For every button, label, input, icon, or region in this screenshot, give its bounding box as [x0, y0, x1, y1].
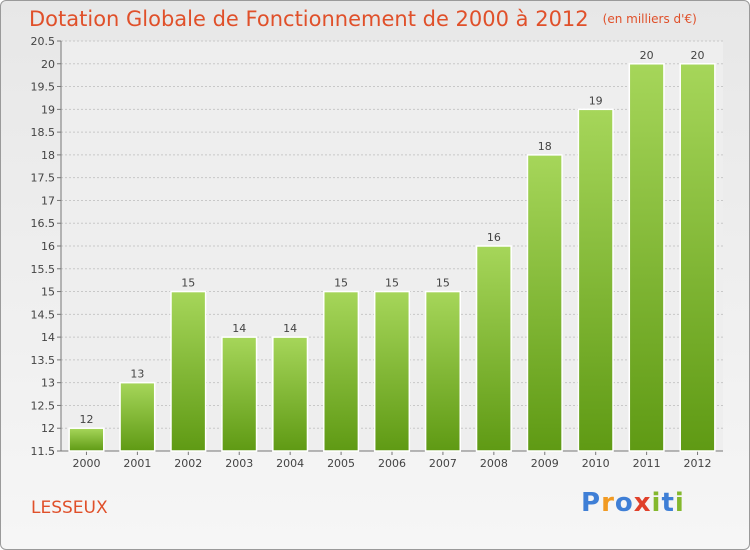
chart-title: Dotation Globale de Fonctionnement de 20… — [29, 7, 697, 31]
logo-letter: x — [633, 488, 652, 518]
x-tick-label: 2009 — [531, 457, 559, 470]
proxiti-logo[interactable]: Proxiti — [581, 488, 685, 518]
data-label: 19 — [589, 94, 603, 107]
data-label: 15 — [385, 277, 399, 290]
data-label: 15 — [334, 277, 348, 290]
bar — [272, 336, 309, 452]
data-label: 15 — [436, 277, 450, 290]
y-tick-label: 18.5 — [31, 126, 56, 139]
data-label: 20 — [640, 49, 654, 62]
x-tick-label: 2001 — [123, 457, 151, 470]
bars — [68, 63, 716, 452]
y-tick-label: 19 — [41, 103, 55, 116]
bar — [119, 381, 156, 452]
y-tick-label: 15.5 — [31, 263, 56, 276]
y-tick-label: 14.5 — [31, 308, 56, 321]
commune-name: LESSEUX — [31, 498, 108, 518]
x-tick-label: 2010 — [582, 457, 610, 470]
chart-subtitle: (en milliers d'€) — [602, 12, 697, 26]
labels: 12 13 15 14 14 15 15 15 16 18 19 20 20 — [79, 49, 704, 426]
logo-letter: r — [601, 488, 615, 518]
y-tick-label: 16.5 — [31, 217, 56, 230]
data-label: 15 — [181, 277, 195, 290]
bar — [679, 63, 716, 452]
data-label: 13 — [130, 368, 144, 381]
logo-letter: o — [614, 488, 634, 518]
y-tick-label: 14 — [41, 331, 55, 344]
bar — [526, 154, 563, 452]
bar — [323, 290, 360, 452]
logo-letter: t — [661, 488, 675, 518]
bar — [373, 290, 411, 452]
x-tick-label: 2000 — [72, 457, 100, 470]
x-tick-label: 2005 — [327, 457, 355, 470]
data-label: 16 — [487, 231, 501, 244]
x-tick-label: 2003 — [225, 457, 253, 470]
data-label: 14 — [283, 322, 297, 335]
logo-letter: P — [581, 488, 602, 518]
x-tick-label: 2002 — [174, 457, 202, 470]
bar — [221, 336, 258, 452]
bar — [475, 245, 512, 452]
y-tick-label: 11.5 — [31, 445, 56, 458]
y-tick-label: 12 — [41, 422, 55, 435]
data-label: 14 — [232, 322, 246, 335]
data-label: 18 — [538, 140, 552, 153]
bar — [68, 427, 105, 452]
y-tick-label: 13.5 — [31, 354, 56, 367]
x-tick-label: 2007 — [429, 457, 457, 470]
data-label: 20 — [691, 49, 705, 62]
logo-letter: i — [651, 488, 662, 518]
bar — [628, 63, 665, 452]
y-tick-label: 18 — [41, 149, 55, 162]
y-tick-label: 13 — [41, 377, 55, 390]
bar — [170, 290, 207, 452]
bar — [577, 108, 614, 452]
y-tick-label: 16 — [41, 240, 55, 253]
logo-letter: i — [674, 488, 685, 518]
title-text: Dotation Globale de Fonctionnement de 20… — [29, 7, 589, 31]
x-tick-label: 2004 — [276, 457, 304, 470]
y-tick-label: 20 — [41, 58, 55, 71]
x-tick-label: 2008 — [480, 457, 508, 470]
bar — [424, 290, 461, 452]
x-tick-label: 2006 — [378, 457, 406, 470]
y-tick-label: 19.5 — [31, 81, 56, 94]
y-tick-label: 17 — [41, 194, 55, 207]
y-tick-label: 17.5 — [31, 172, 56, 185]
x-tick-label: 2012 — [684, 457, 712, 470]
x-tick-label: 2011 — [633, 457, 661, 470]
y-tick-label: 15 — [41, 286, 55, 299]
y-tick-label: 12.5 — [31, 399, 56, 412]
data-label: 12 — [79, 413, 93, 426]
y-tick-label: 20.5 — [31, 35, 56, 48]
